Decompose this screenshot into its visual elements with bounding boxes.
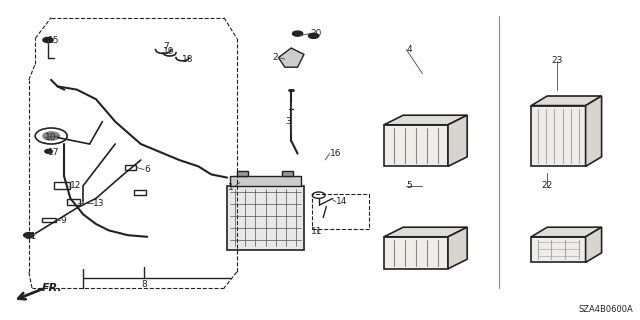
Bar bbox=[384, 237, 448, 269]
Text: 5: 5 bbox=[406, 181, 412, 190]
Polygon shape bbox=[278, 48, 304, 67]
Bar bbox=[227, 186, 304, 250]
Bar bbox=[237, 171, 248, 176]
Text: 11: 11 bbox=[311, 228, 323, 236]
Bar bbox=[125, 165, 136, 170]
Text: 6: 6 bbox=[144, 165, 150, 174]
Text: 19: 19 bbox=[163, 47, 175, 56]
Bar bbox=[312, 194, 369, 229]
Text: 21: 21 bbox=[26, 232, 37, 241]
Polygon shape bbox=[448, 115, 467, 166]
Circle shape bbox=[24, 233, 34, 238]
Text: 18: 18 bbox=[182, 55, 194, 64]
Circle shape bbox=[308, 33, 319, 38]
Bar bbox=[42, 218, 56, 222]
Circle shape bbox=[45, 149, 52, 153]
Text: 8: 8 bbox=[141, 280, 147, 289]
Polygon shape bbox=[448, 227, 467, 269]
Text: 2: 2 bbox=[273, 53, 278, 62]
Text: 10: 10 bbox=[45, 133, 56, 142]
Circle shape bbox=[292, 31, 303, 36]
Bar bbox=[134, 190, 146, 195]
Polygon shape bbox=[384, 227, 467, 237]
Circle shape bbox=[43, 132, 60, 140]
Text: 7: 7 bbox=[163, 42, 169, 51]
Text: 12: 12 bbox=[70, 181, 82, 190]
Text: 23: 23 bbox=[551, 56, 563, 65]
Bar bbox=[384, 125, 448, 166]
Bar bbox=[282, 171, 293, 176]
Text: 9: 9 bbox=[61, 216, 67, 225]
Text: 20: 20 bbox=[310, 29, 322, 38]
Text: 15: 15 bbox=[48, 36, 60, 44]
Text: 3: 3 bbox=[285, 117, 291, 126]
Bar bbox=[531, 237, 586, 262]
Circle shape bbox=[43, 37, 53, 43]
Text: SZA4B0600A: SZA4B0600A bbox=[579, 305, 634, 314]
Polygon shape bbox=[531, 96, 602, 106]
Text: FR.: FR. bbox=[42, 283, 62, 293]
Bar bbox=[230, 176, 301, 186]
Polygon shape bbox=[531, 227, 602, 237]
Polygon shape bbox=[586, 96, 602, 166]
Text: 22: 22 bbox=[541, 181, 553, 190]
Text: 4: 4 bbox=[406, 45, 412, 54]
Polygon shape bbox=[586, 227, 602, 262]
Text: 14: 14 bbox=[336, 197, 348, 206]
Bar bbox=[54, 182, 70, 189]
Bar bbox=[531, 106, 586, 166]
Polygon shape bbox=[384, 115, 467, 125]
Bar bbox=[67, 199, 80, 205]
Text: 1: 1 bbox=[228, 183, 234, 192]
Text: 16: 16 bbox=[330, 149, 341, 158]
Text: 13: 13 bbox=[93, 199, 104, 208]
Text: 17: 17 bbox=[48, 148, 60, 156]
